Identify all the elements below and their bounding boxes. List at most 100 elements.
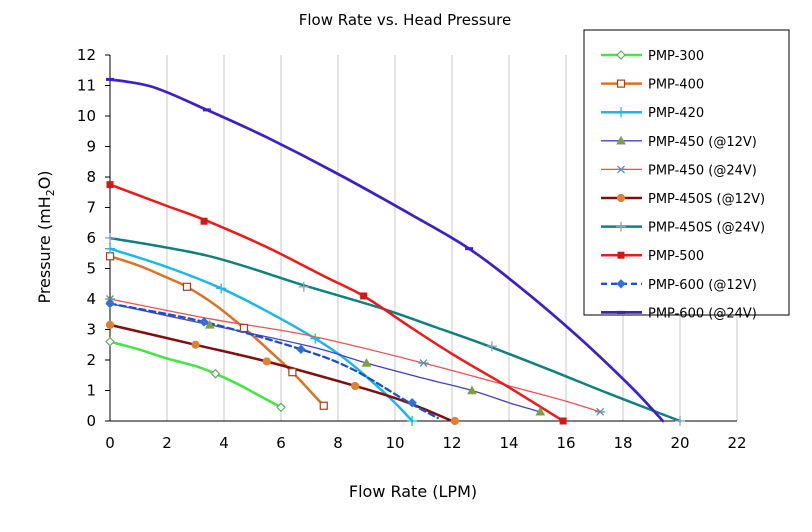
- data-point-pmp-420: [407, 416, 418, 426]
- data-point-pmp-600-24v: [202, 108, 211, 112]
- data-point-pmp-600-12v: [105, 298, 115, 309]
- data-point-pmp-420: [216, 283, 227, 294]
- y-axis-label-sub: 2: [44, 189, 57, 196]
- data-point-pmp-450s-12v: [351, 381, 360, 391]
- legend-marker-pmp-500: [617, 251, 625, 259]
- data-point-pmp-300: [276, 402, 286, 413]
- legend-marker-pmp-450s-24v: [616, 221, 626, 232]
- y-tick-label: 9: [86, 138, 96, 156]
- data-point-pmp-450s-12v: [262, 357, 271, 366]
- series-line-pmp-400: [108, 255, 326, 408]
- legend-marker-pmp-400: [616, 79, 626, 88]
- legend-label-pmp-420: PMP-420: [648, 106, 704, 121]
- legend-label-pmp-400: PMP-400: [648, 78, 704, 93]
- legend-marker-pmp-450-12v: [616, 135, 626, 145]
- y-tick-label: 0: [86, 412, 96, 430]
- y-tick-label: 12: [77, 46, 96, 64]
- y-tick-label: 5: [86, 260, 96, 278]
- y-tick-label: 6: [86, 229, 96, 247]
- legend-label-pmp-450s-24v: PMP-450S (@24V): [648, 221, 765, 236]
- legend: PMP-300 PMP-400 PMP-420 PMP-450 (@12V) PMP-4…: [583, 29, 790, 321]
- x-tick-label: 2: [162, 434, 172, 452]
- legend-marker-pmp-300: [616, 50, 626, 60]
- x-tick-label: 14: [499, 434, 518, 452]
- data-point-pmp-500: [559, 417, 567, 425]
- y-tick-label: 2: [86, 351, 96, 369]
- series-line-pmp-600-24v: [108, 78, 665, 423]
- data-point-pmp-450-12v: [535, 406, 546, 416]
- legend-marker-pmp-450s-12v: [616, 193, 626, 203]
- legend-marker-pmp-600-24v: [617, 310, 625, 314]
- data-point-pmp-400: [288, 368, 297, 377]
- x-tick-labels: 0 2 4 6 8 10 12 14 16 18 20 22: [105, 434, 746, 452]
- series-lines: [108, 78, 682, 423]
- x-tick-label: 16: [556, 434, 575, 452]
- data-point-pmp-300: [105, 336, 115, 347]
- data-point-pmp-450s-24v: [675, 416, 685, 426]
- data-point-pmp-400: [239, 323, 249, 333]
- legend-marker-pmp-600-12v: [616, 279, 626, 289]
- x-tick-label: 12: [442, 434, 461, 452]
- data-point-pmp-400: [182, 282, 192, 291]
- data-point-pmp-600-12v: [296, 344, 306, 355]
- x-tick-label: 4: [219, 434, 229, 452]
- data-point-pmp-600-24v: [465, 247, 474, 251]
- data-point-pmp-450s-24v: [298, 281, 309, 292]
- x-tick-label: 8: [333, 434, 343, 452]
- data-point-pmp-450-12v: [467, 385, 477, 395]
- y-tick-label: 1: [86, 382, 96, 400]
- series-line-pmp-450s-24v: [108, 236, 682, 423]
- data-point-pmp-450-24v: [418, 359, 429, 368]
- x-tick-label: 0: [105, 434, 115, 452]
- data-point-pmp-450s-24v: [486, 341, 497, 352]
- y-tick-label: 7: [86, 199, 96, 217]
- data-point-pmp-600-12v: [407, 397, 417, 408]
- data-point-pmp-500: [360, 292, 368, 300]
- data-point-pmp-450s-12v: [450, 416, 459, 426]
- legend-marker-pmp-450-24v: [616, 165, 626, 174]
- data-point-pmp-600-24v: [106, 77, 114, 81]
- legend-label-pmp-450-12v: PMP-450 (@12V): [648, 135, 757, 150]
- y-axis-label: Pressure (mH2O): [35, 170, 57, 303]
- legend-label-pmp-450s-12v: PMP-450S (@12V): [648, 192, 765, 207]
- data-point-pmp-500: [200, 217, 208, 225]
- data-point-pmp-400: [105, 252, 115, 261]
- data-point-pmp-600-12v: [199, 317, 209, 327]
- y-tick-label: 3: [86, 321, 96, 339]
- data-point-pmp-450-12v: [361, 358, 372, 367]
- y-tick-label: 10: [77, 107, 96, 125]
- series-line-pmp-300: [108, 340, 283, 409]
- series-line-pmp-500: [108, 183, 565, 423]
- x-tick-label: 18: [613, 434, 632, 452]
- data-point-pmp-450s-24v: [105, 233, 115, 243]
- data-point-pmp-420: [310, 333, 321, 344]
- y-axis-label-end: O): [35, 170, 54, 189]
- data-point-pmp-500: [106, 181, 114, 189]
- data-point-pmp-450-12v: [204, 319, 215, 329]
- legend-label-pmp-500: PMP-500: [648, 249, 704, 264]
- legend-marker-pmp-420: [616, 107, 626, 118]
- series-line-pmp-450-24v: [109, 298, 601, 413]
- x-tick-label: 20: [670, 434, 689, 452]
- data-point-pmp-450-24v: [595, 407, 606, 416]
- data-point-pmp-400: [319, 401, 328, 410]
- x-tick-label: 10: [385, 434, 404, 452]
- x-tick-label: 22: [727, 434, 746, 452]
- legend-label-pmp-300: PMP-300: [648, 49, 704, 64]
- y-tick-label: 8: [86, 168, 96, 186]
- series-markers: [105, 77, 685, 426]
- legend-label-pmp-600-12v: PMP-600 (@12V): [648, 278, 757, 293]
- data-point-pmp-420: [105, 243, 115, 254]
- y-tick-label: 11: [77, 77, 96, 95]
- legend-label-pmp-600-24v: PMP-600 (@24V): [648, 306, 757, 321]
- x-tick-label: 6: [276, 434, 286, 452]
- y-tick-label: 4: [86, 290, 96, 308]
- legend-label-pmp-450-24v: PMP-450 (@24V): [648, 163, 757, 178]
- series-line-pmp-600-12v: [108, 302, 439, 420]
- x-axis-label: Flow Rate (LPM): [349, 482, 477, 501]
- data-point-pmp-450s-12v: [191, 340, 200, 349]
- chart-title: Flow Rate vs. Head Pressure: [299, 11, 511, 29]
- data-point-pmp-450s-12v: [105, 320, 115, 330]
